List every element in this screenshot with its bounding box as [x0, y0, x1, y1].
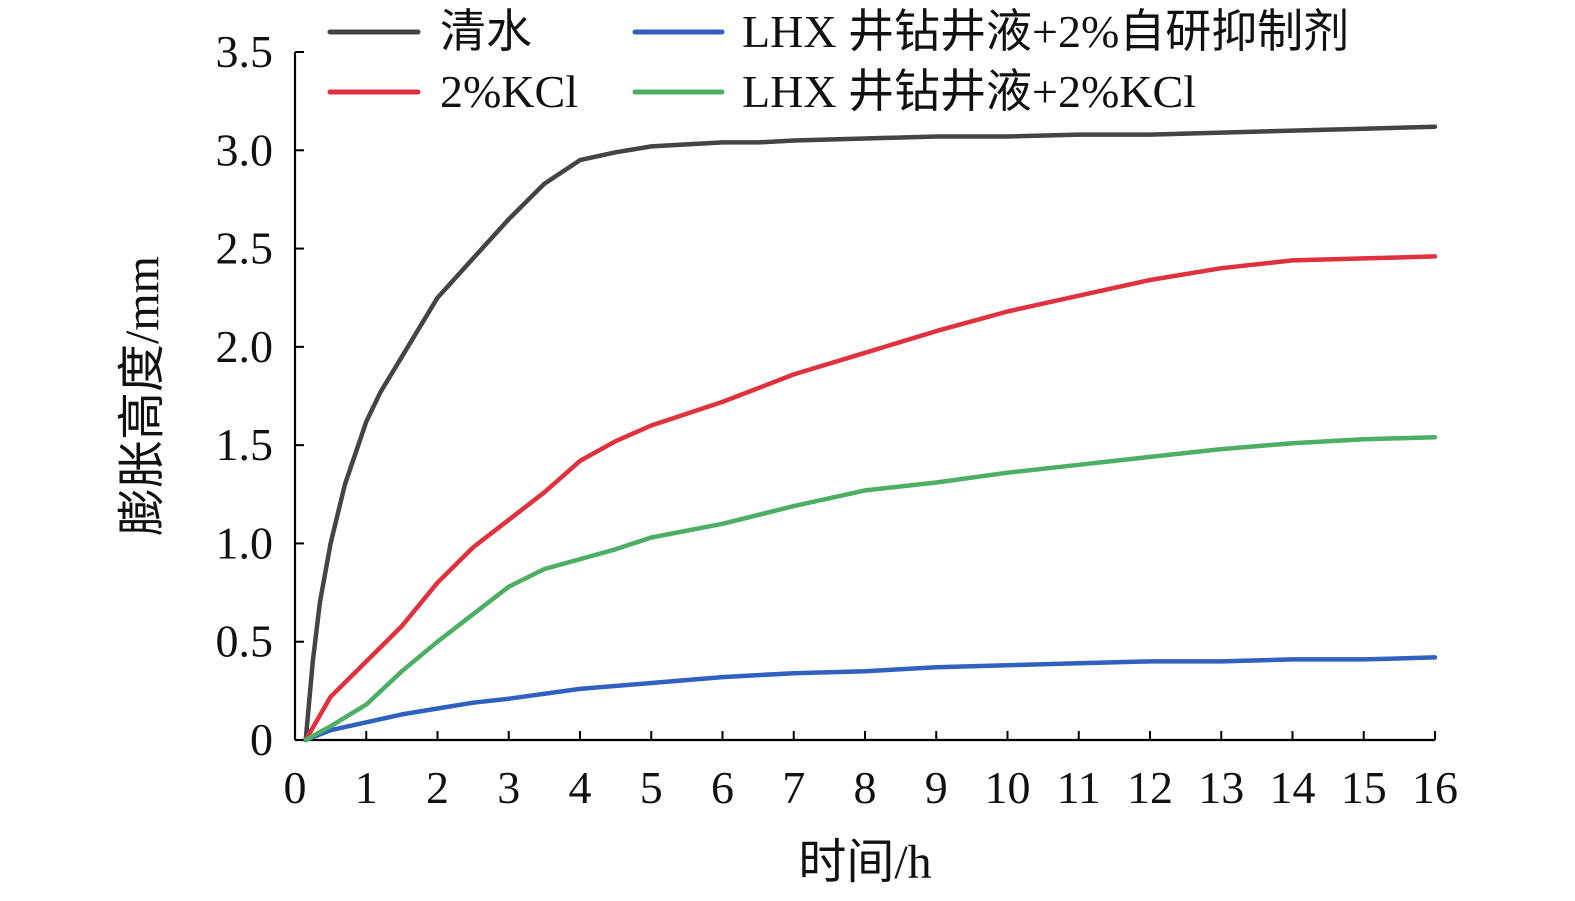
- y-tick-label: 3.5: [216, 26, 274, 77]
- x-tick-label: 13: [1198, 762, 1244, 813]
- series-layer: [303, 124, 1438, 743]
- y-tick-label: 0: [250, 714, 273, 765]
- axes: 00.51.01.52.02.53.03.50 1 2 3 4 5 6 7 8 9 10 11 12 13…: [216, 26, 1459, 813]
- series-line-2: [303, 655, 1438, 743]
- legend-label-3: LHX 井钻井液+2%KCl: [742, 66, 1196, 117]
- x-tick-label: 12: [1127, 762, 1173, 813]
- x-axis-title: 时间/h: [798, 836, 931, 889]
- x-tick-label: 3: [497, 762, 520, 813]
- legend: 清水 2%KCl LHX 井钻井液+2%自研抑制剂 LHX 井钻井液+2%KCl: [327, 6, 1349, 117]
- x-tick-label: 10: [985, 762, 1031, 813]
- series-line-0: [303, 124, 1438, 743]
- y-tick-label: 1.0: [216, 517, 274, 568]
- y-tick-label: 0.5: [216, 616, 274, 667]
- x-tick-label: 8: [854, 762, 877, 813]
- y-tick-label: 2.5: [216, 223, 274, 274]
- legend-label-0: 清水: [440, 6, 532, 57]
- x-tick-label: 16: [1412, 762, 1458, 813]
- x-tick-label: 15: [1341, 762, 1387, 813]
- x-tick-label: 14: [1270, 762, 1316, 813]
- legend-label-2: LHX 井钻井液+2%自研抑制剂: [742, 6, 1349, 57]
- y-tick-label: 3.0: [216, 124, 274, 175]
- x-tick-label: 0: [284, 762, 307, 813]
- legend-label-1: 2%KCl: [440, 66, 578, 117]
- x-tick-label: 4: [569, 762, 592, 813]
- y-tick-label: 1.5: [216, 419, 274, 470]
- x-tick-label: 2: [426, 762, 449, 813]
- y-axis-title: 膨胀高度/mm: [116, 256, 169, 536]
- x-tick-label: 6: [711, 762, 734, 813]
- x-tick-label: 7: [782, 762, 805, 813]
- x-tick-label: 11: [1057, 762, 1101, 813]
- x-tick-label: 1: [355, 762, 378, 813]
- y-tick-label: 2.0: [216, 321, 274, 372]
- x-tick-label: 9: [925, 762, 948, 813]
- series-line-3: [303, 435, 1438, 743]
- series-line-1: [303, 254, 1438, 743]
- x-tick-label: 5: [640, 762, 663, 813]
